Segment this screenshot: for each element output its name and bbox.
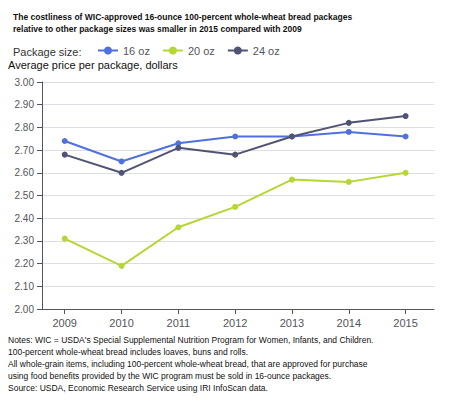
svg-text:Package size:: Package size: — [13, 46, 81, 58]
svg-text:2010: 2010 — [109, 317, 133, 329]
svg-text:Average price per package, dol: Average price per package, dollars — [8, 59, 178, 71]
svg-text:3.00: 3.00 — [15, 77, 35, 88]
svg-text:2.20: 2.20 — [15, 258, 35, 269]
svg-text:Notes: WIC = USDA's Special Su: Notes: WIC = USDA's Special Supplemental… — [8, 335, 373, 345]
svg-text:Source: USDA, Economic Researc: Source: USDA, Economic Research Service … — [8, 383, 268, 393]
svg-text:2.00: 2.00 — [15, 304, 35, 315]
svg-text:2012: 2012 — [223, 317, 247, 329]
svg-text:2.50: 2.50 — [15, 190, 35, 201]
svg-text:2.30: 2.30 — [15, 235, 35, 246]
svg-text:relative to other package size: relative to other package sizes was smal… — [13, 24, 302, 34]
svg-text:24 oz: 24 oz — [253, 45, 280, 57]
svg-text:All whole-grain items, includi: All whole-grain items, including 100-per… — [8, 359, 368, 369]
svg-text:2011: 2011 — [167, 317, 191, 329]
svg-text:20 oz: 20 oz — [188, 45, 215, 57]
svg-text:2015: 2015 — [393, 317, 417, 329]
svg-text:100-percent whole-wheat bread: 100-percent whole-wheat bread includes l… — [8, 347, 248, 357]
svg-text:2.10: 2.10 — [15, 281, 35, 292]
svg-text:2.60: 2.60 — [15, 167, 35, 178]
svg-text:2.70: 2.70 — [15, 145, 35, 156]
svg-text:2009: 2009 — [52, 317, 76, 329]
svg-text:The costliness of WIC-approved: The costliness of WIC-approved 16-ounce … — [13, 12, 352, 22]
svg-text:2013: 2013 — [280, 317, 304, 329]
svg-text:16 oz: 16 oz — [123, 45, 150, 57]
svg-text:2.80: 2.80 — [15, 122, 35, 133]
svg-text:2014: 2014 — [337, 317, 361, 329]
svg-text:2.90: 2.90 — [15, 99, 35, 110]
svg-text:2.40: 2.40 — [15, 213, 35, 224]
svg-text:using food benefits provided b: using food benefits provided by the WIC … — [8, 371, 331, 381]
